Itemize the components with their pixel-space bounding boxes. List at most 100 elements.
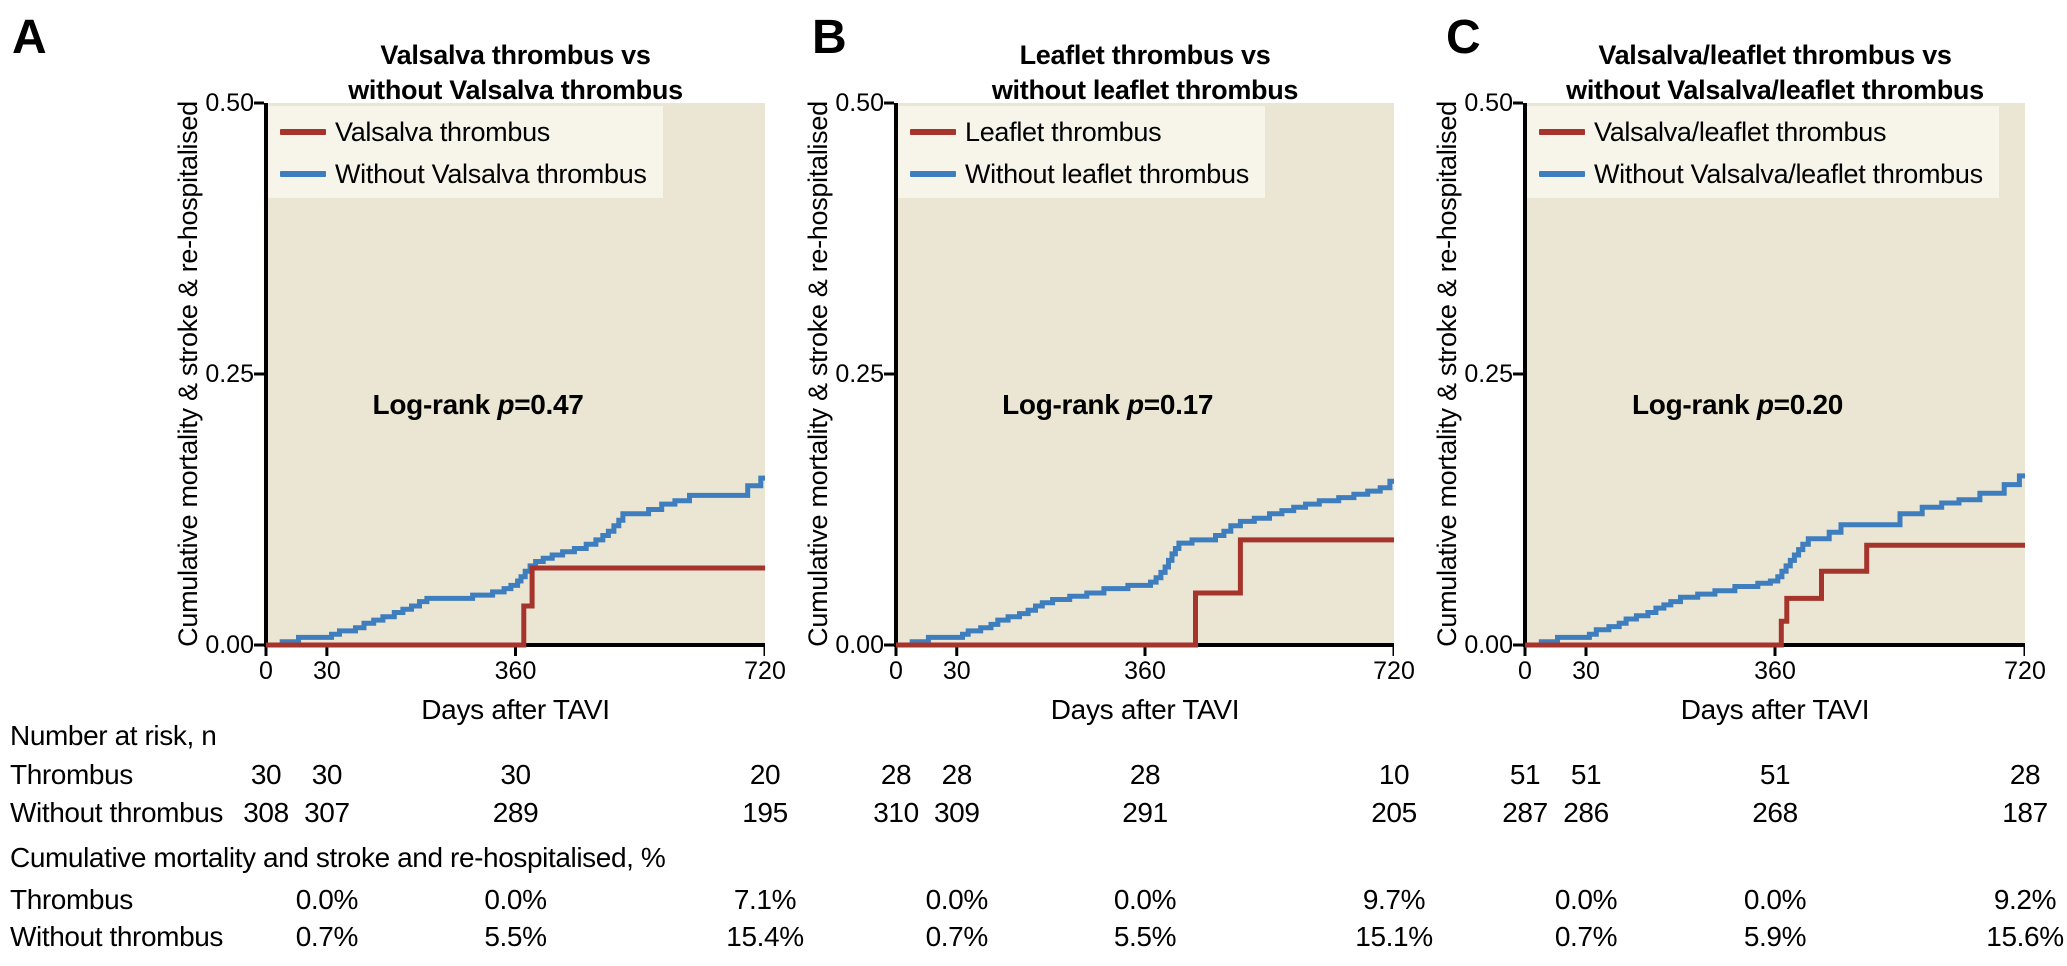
y-tick-label: 0.25 [1464,360,1513,388]
thrombus-line-swatch [280,128,326,135]
y-tick-label: 0.00 [1464,631,1513,659]
legend-item-label: Leaflet thrombus [965,116,1162,147]
panel-letter-C: C [1446,11,1481,64]
x-tick-label: 720 [1373,657,1415,685]
risk-value: 51 [1570,759,1602,790]
percent-value: 7.1% [733,884,797,915]
panel-letter-A: A [12,11,47,64]
x-tick-label: 360 [1124,657,1166,685]
km-curve-without-thrombus [266,475,765,648]
risk-value: 291 [1122,797,1168,828]
percent-value: 0.7% [295,921,359,952]
percent-value: 0.0% [1743,884,1807,915]
risk-value: 308 [243,797,289,828]
percent-value: 5.5% [1113,921,1177,952]
x-axis-title: Days after TAVI [1050,694,1240,725]
panel-title: Valsalva thrombus vs without Valsalva thr… [226,38,806,108]
risk-value: 195 [742,797,788,828]
km-curve-without-thrombus [1525,473,2025,648]
risk-table-header: Number at risk, n [10,720,217,751]
percent-row-label-thrombus: Thrombus [10,884,133,915]
risk-value: 28 [1129,759,1161,790]
risk-value: 30 [250,759,282,790]
risk-value: 10 [1378,759,1410,790]
legend-item: Valsalva thrombus [280,110,647,152]
x-tick-label: 30 [1572,657,1600,685]
risk-value: 51 [1759,759,1791,790]
risk-value: 187 [2002,797,2048,828]
panel-title-line2: without leaflet thrombus [991,75,1299,105]
risk-value: 30 [500,759,531,790]
without-thrombus-line-swatch [1539,170,1585,177]
percent-value: 5.5% [484,921,547,952]
percent-value: 15.1% [1355,921,1433,952]
legend-item: Leaflet thrombus [910,110,1249,152]
percent-table-header: Cumulative mortality and stroke and re-h… [10,842,666,873]
percent-value: 9.7% [1362,884,1426,915]
x-tick-label: 720 [2004,657,2046,685]
risk-value: 289 [492,797,539,828]
x-axis-title: Days after TAVI [1680,694,1870,725]
percent-value: 15.6% [1986,921,2064,952]
logrank-prefix: Log-rank [1631,389,1757,420]
panel-title-line1: Leaflet thrombus vs [1019,40,1271,70]
x-tick-label: 360 [1754,657,1796,685]
without-thrombus-line-swatch [910,170,956,177]
risk-value: 30 [311,759,343,790]
km-curve-thrombus [266,565,765,648]
km-curve-thrombus [896,537,1394,648]
logrank-value: =0.17 [1143,389,1214,420]
logrank-value: =0.47 [514,389,584,420]
percent-value: 0.7% [1554,921,1618,952]
risk-value: 268 [1752,797,1798,828]
risk-value: 205 [1371,797,1417,828]
legend-item: Without Valsalva thrombus [280,152,647,194]
percent-value: 0.0% [295,884,359,915]
y-tick-label: 0.50 [835,89,884,117]
legend-item: Without leaflet thrombus [910,152,1249,194]
risk-value: 287 [1502,797,1548,828]
y-tick-label: 0.50 [1464,89,1513,117]
logrank-annotation: Log-rank p=0.17 [908,389,1308,421]
percent-value: 0.0% [1554,884,1618,915]
thrombus-line-swatch [910,128,956,135]
panel-title-line2: without Valsalva/leaflet thrombus [1566,75,1984,105]
percent-row-label-without-thrombus: Without thrombus [10,921,224,952]
x-tick-label: 0 [259,657,273,685]
logrank-prefix: Log-rank [372,389,498,420]
x-tick-label: 30 [312,657,341,685]
percent-value: 0.0% [484,884,547,915]
legend: Valsalva/leaflet thrombus Without Valsalv… [1527,106,1999,198]
logrank-prefix: Log-rank [1002,389,1127,420]
logrank-annotation: Log-rank p=0.20 [1538,389,1938,421]
legend-item-label: Without leaflet thrombus [965,158,1249,189]
x-tick-label: 360 [494,657,537,685]
risk-value: 20 [749,759,781,790]
y-tick-label: 0.50 [205,89,254,117]
panel-letter-B: B [812,11,847,64]
percent-value: 0.0% [925,884,989,915]
y-tick-label: 0.25 [205,360,254,388]
logrank-p-symbol: p [497,389,515,420]
risk-row-label-thrombus: Thrombus [10,759,133,790]
x-axis-title: Days after TAVI [421,694,610,725]
y-tick-label: 0.25 [835,360,884,388]
km-curve-without-thrombus [896,478,1394,648]
legend-item: Valsalva/leaflet thrombus [1539,110,1983,152]
legend: Leaflet thrombus Without leaflet thrombus [898,106,1265,198]
legend-item-label: Valsalva/leaflet thrombus [1594,116,1887,147]
logrank-annotation: Log-rank p=0.47 [278,389,678,421]
risk-row-label-without-thrombus: Without thrombus [10,797,224,828]
risk-value: 28 [2009,759,2041,790]
panel-title-line2: without Valsalva thrombus [348,75,683,105]
x-tick-label: 0 [1518,657,1532,685]
legend-item-label: Valsalva thrombus [335,116,551,147]
percent-value: 0.0% [1113,884,1177,915]
percent-value: 9.2% [1993,884,2057,915]
panel-title: Leaflet thrombus vs without leaflet throm… [855,38,1435,108]
risk-value: 310 [873,797,919,828]
x-tick-label: 30 [942,657,971,685]
legend-item-label: Without Valsalva thrombus [335,158,647,189]
legend: Valsalva thrombus Without Valsalva thromb… [268,106,663,198]
